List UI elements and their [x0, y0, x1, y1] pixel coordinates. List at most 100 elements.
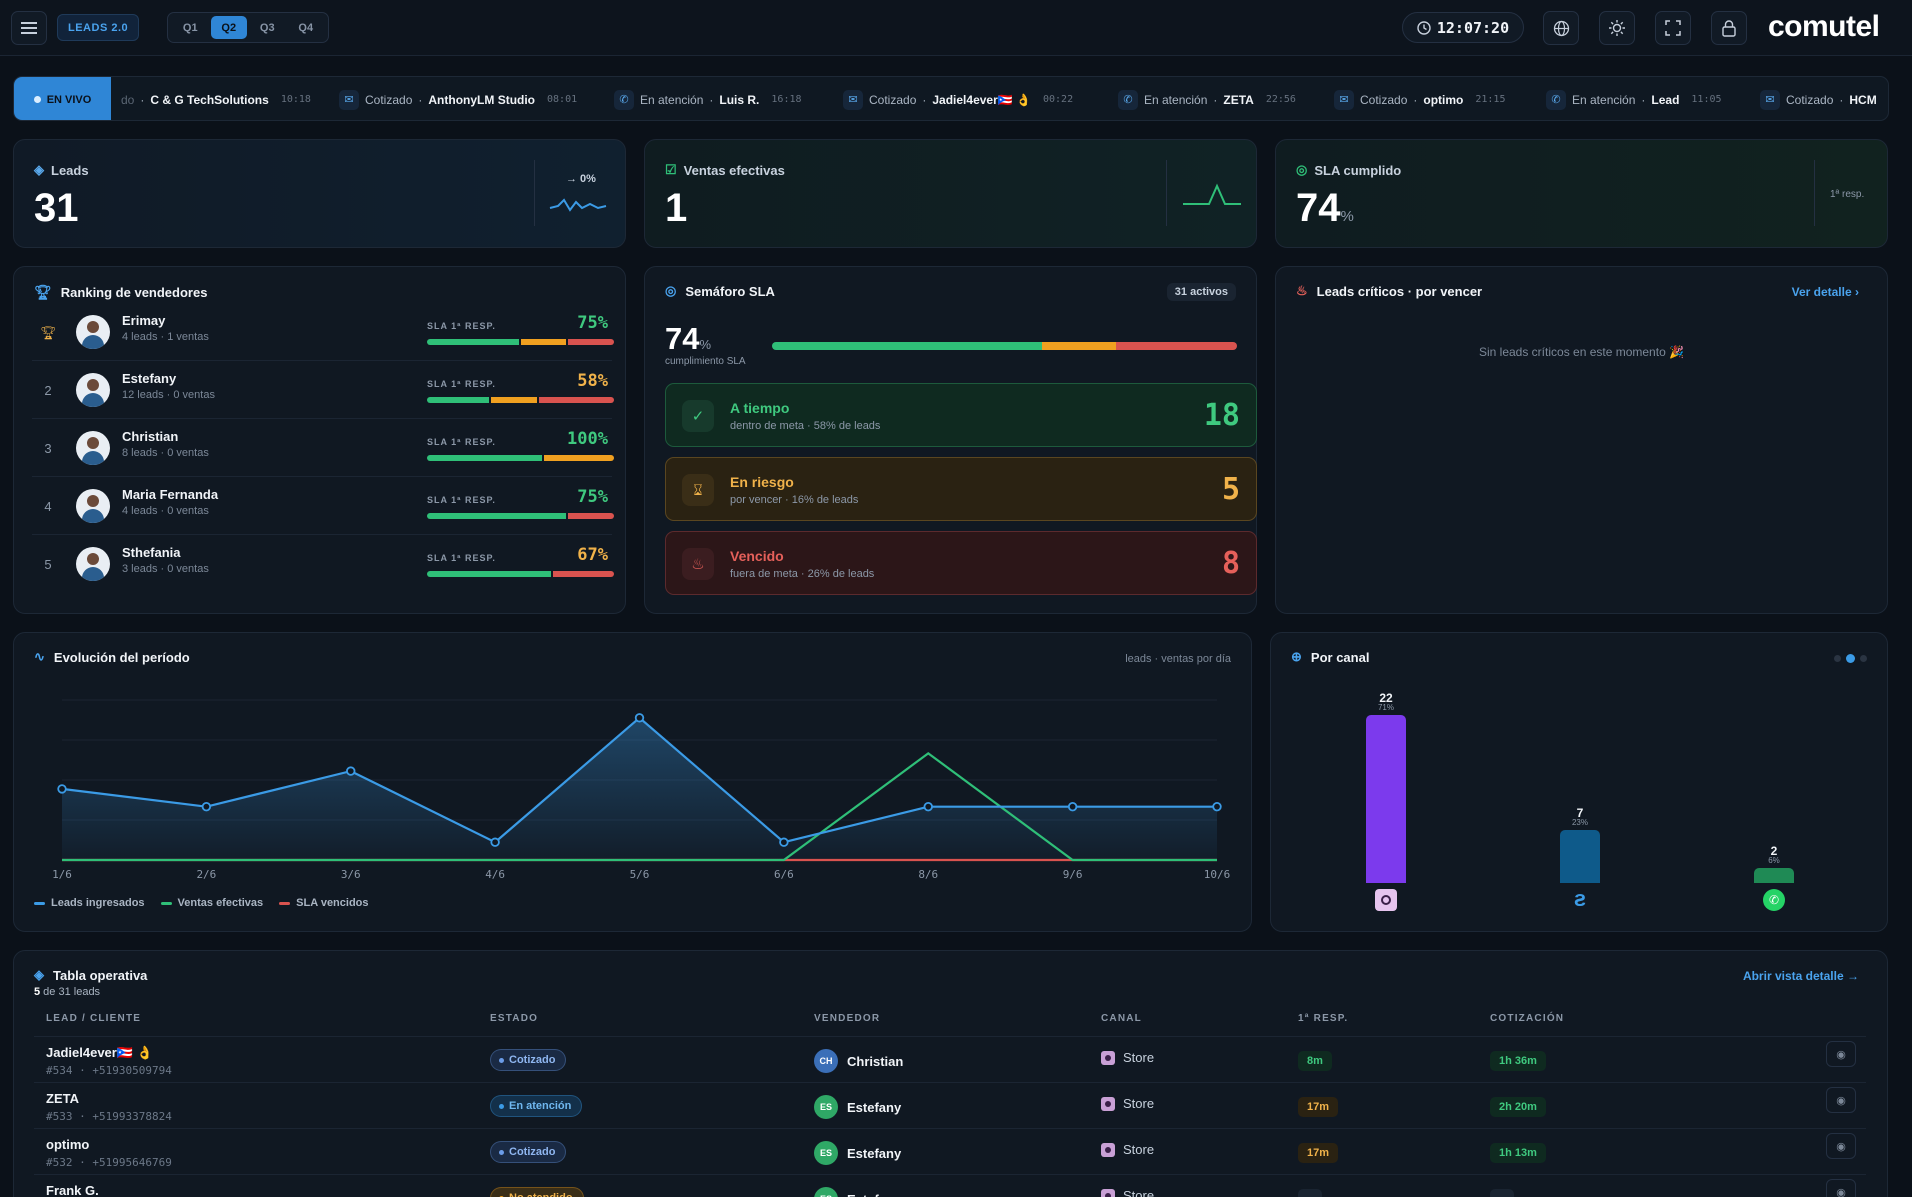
- theme-toggle-button[interactable]: [1599, 11, 1635, 45]
- lead-name: Frank G.: [46, 1183, 99, 1197]
- ticker-item[interactable]: ✉ Cotizado · Jadiel4ever🇵🇷 👌 00:22: [843, 77, 1073, 120]
- kpi-ventas-card: ☑ Ventas efectivas 1: [644, 139, 1257, 248]
- kpi-ventas-value: 1: [665, 186, 688, 230]
- evolucion-subtitle: leads · ventas por día: [1125, 653, 1231, 665]
- canal-card: ⊕ Por canal 22 71% 7 23% 2 6% ƨ ✆: [1270, 632, 1888, 932]
- criticos-title: ♨ Leads críticos · por vencer: [1296, 283, 1483, 299]
- leads-point[interactable]: [490, 837, 500, 847]
- legend-sla[interactable]: SLA vencidos: [279, 897, 369, 909]
- check-icon: ✓: [682, 400, 714, 432]
- ticker-item[interactable]: ✆ En atención · ZETA 22:56: [1118, 77, 1296, 120]
- sema-a-tiempo[interactable]: ✓ A tiempo dentro de meta · 58% de leads…: [665, 383, 1257, 447]
- quarter-q3-button[interactable]: Q3: [259, 21, 275, 34]
- canal-bar[interactable]: [1560, 829, 1600, 883]
- ticker-item[interactable]: do · C & G TechSolutions 10:18: [121, 92, 311, 107]
- view-button[interactable]: ◉: [1826, 1133, 1856, 1159]
- quarter-q4-button[interactable]: Q4: [298, 21, 314, 34]
- language-button[interactable]: [1543, 11, 1579, 45]
- sla-label: SLA 1ª RESP.: [427, 553, 496, 563]
- leads-point[interactable]: [57, 784, 67, 794]
- ticker-item[interactable]: ✆ En atención · Lead 11:05: [1546, 77, 1722, 120]
- th-vendedor[interactable]: VENDEDOR: [814, 1013, 881, 1024]
- sla-label: SLA 1ª RESP.: [427, 321, 496, 331]
- sema-en-riesgo[interactable]: ⌛︎ En riesgo por vencer · 16% de leads 5: [665, 457, 1257, 521]
- fullscreen-button[interactable]: [1655, 11, 1691, 45]
- sla-bar-segment: [543, 455, 614, 461]
- lock-button[interactable]: [1711, 11, 1747, 45]
- table-row[interactable]: Jadiel4ever🇵🇷 👌 #534 · +51930509794 Coti…: [34, 1037, 1866, 1083]
- trophy-icon: 🏆︎: [34, 284, 52, 300]
- carousel-dot[interactable]: [1834, 655, 1841, 662]
- status-badge: No atendido: [490, 1187, 584, 1197]
- leads-point[interactable]: [1067, 801, 1078, 812]
- table-row[interactable]: optimo #532 · +51995646769 Cotizado ES Es…: [34, 1129, 1866, 1175]
- th-lead[interactable]: LEAD / CLIENTE: [46, 1013, 142, 1024]
- abrir-vista-link[interactable]: Abrir vista detalle →: [1742, 969, 1859, 983]
- th-cotizacion[interactable]: COTIZACIÓN: [1490, 1013, 1565, 1024]
- canal-pct: 6%: [1768, 855, 1780, 865]
- leads-point[interactable]: [634, 713, 645, 723]
- leads-point[interactable]: [779, 837, 789, 847]
- ranking-row[interactable]: 🏆︎ Erimay 4 leads · 1 ventas SLA 1ª RESP…: [32, 303, 614, 361]
- ticker-item[interactable]: ✉ Cotizado · AnthonyLM Studio 08:01: [339, 77, 577, 120]
- carousel-dot[interactable]: [1860, 655, 1867, 662]
- ticker-item[interactable]: ✉ Cotizado · optimo 21:15: [1334, 77, 1505, 120]
- view-button[interactable]: ◉: [1826, 1087, 1856, 1113]
- channel: Store: [1101, 1050, 1154, 1065]
- ranking-row[interactable]: 5 Sthefania 3 leads · 0 ventas SLA 1ª RE…: [32, 535, 614, 593]
- ranking-row[interactable]: 2 Estefany 12 leads · 0 ventas SLA 1ª RE…: [32, 361, 614, 419]
- seller-name: Sthefania: [122, 545, 181, 560]
- quarter-q2-button[interactable]: Q2: [210, 16, 247, 39]
- ver-detalle-link[interactable]: Ver detalle ›: [1791, 285, 1859, 299]
- sema-vencido[interactable]: ♨ Vencido fuera de meta · 26% de leads 8: [665, 531, 1257, 595]
- mail-icon: ✉: [339, 89, 359, 110]
- th-estado[interactable]: ESTADO: [490, 1013, 539, 1024]
- carousel-dot-active[interactable]: [1846, 654, 1855, 663]
- leads-point[interactable]: [923, 801, 933, 812]
- lead-name: optimo: [46, 1137, 90, 1152]
- seller-stats: 3 leads · 0 ventas: [122, 563, 209, 575]
- rank-position: 4: [44, 499, 52, 514]
- avatar: [76, 489, 110, 523]
- legend-leads[interactable]: Leads ingresados: [34, 897, 145, 909]
- first-response-time: 8m: [1298, 1051, 1332, 1071]
- quarter-q1-button[interactable]: Q1: [182, 21, 198, 34]
- mail-icon: ✉: [1334, 89, 1354, 110]
- ticker-item[interactable]: ✉ Cotizado · HCM: [1760, 77, 1877, 120]
- th-canal[interactable]: CANAL: [1101, 1013, 1142, 1024]
- canal-bar[interactable]: [1754, 867, 1794, 883]
- leads-point[interactable]: [1212, 801, 1222, 812]
- sla-distribution-bar: [772, 342, 1237, 350]
- lead-id-phone: #533 · +51993378824: [46, 1110, 172, 1123]
- legend-ventas[interactable]: Ventas efectivas: [160, 897, 263, 909]
- flame-icon: ♨: [1296, 283, 1308, 298]
- quote-time: [1490, 1189, 1514, 1197]
- canal-bar[interactable]: [1366, 715, 1406, 883]
- leads-point[interactable]: [201, 801, 212, 812]
- avatar: [76, 547, 110, 581]
- semaforo-title: ◎ Semáforo SLA: [665, 283, 775, 299]
- kpi-ventas-label: ☑ Ventas efectivas: [665, 162, 785, 178]
- chevron-right-icon: ›: [1855, 285, 1859, 299]
- sla-bar: [427, 397, 614, 403]
- leads-point[interactable]: [346, 766, 356, 776]
- ticker-item[interactable]: ✆ En atención · Luis R. 16:18: [614, 77, 802, 120]
- seller-name: Christian: [122, 429, 179, 444]
- eye-icon: ◉: [1836, 1140, 1846, 1153]
- store-icon: [1101, 1096, 1115, 1111]
- menu-button[interactable]: [11, 11, 47, 45]
- th-resp[interactable]: 1ª RESP.: [1298, 1013, 1349, 1024]
- channel: Store: [1101, 1142, 1154, 1157]
- avatar: ES: [814, 1095, 838, 1119]
- view-button[interactable]: ◉: [1826, 1179, 1856, 1197]
- semaforo-pct: 74%: [665, 321, 712, 356]
- ranking-row[interactable]: 3 Christian 8 leads · 0 ventas SLA 1ª RE…: [32, 419, 614, 477]
- view-button[interactable]: ◉: [1826, 1041, 1856, 1067]
- ranking-row[interactable]: 4 Maria Fernanda 4 leads · 0 ventas SLA …: [32, 477, 614, 535]
- table-row[interactable]: ZETA #533 · +51993378824 En atención ES E…: [34, 1083, 1866, 1129]
- clock: 12:07:20: [1402, 12, 1524, 43]
- avatar: [76, 315, 110, 349]
- sla-bar-segment: [427, 571, 551, 577]
